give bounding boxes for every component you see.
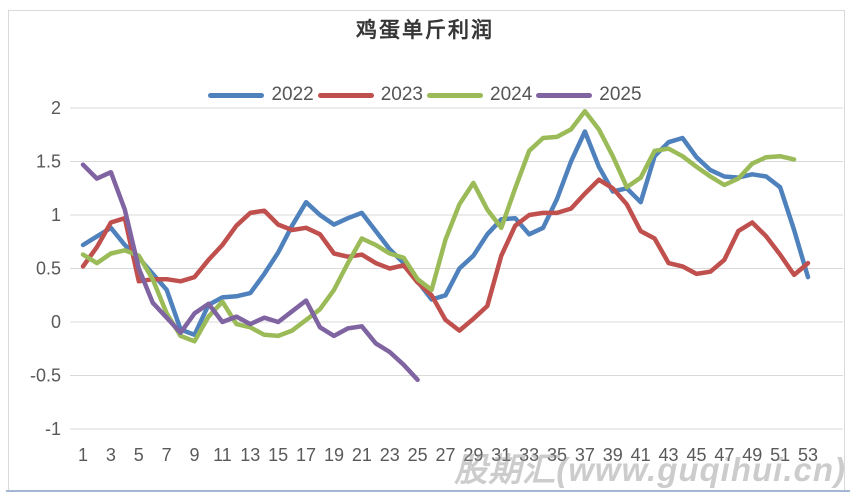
x-tick-label: 7: [162, 445, 172, 465]
x-tick-label: 45: [686, 445, 706, 465]
y-tick-label: 1.5: [36, 152, 61, 172]
page-title: 鸡蛋单斤利润: [356, 18, 494, 42]
legend-swatch-2024: [427, 92, 483, 98]
y-tick-label: -1: [45, 419, 61, 439]
x-tick-label: 27: [435, 445, 455, 465]
legend-swatch-2022: [208, 92, 265, 98]
legend-label-2023: 2023: [380, 84, 423, 105]
y-tick-label: 0: [51, 312, 61, 332]
x-tick-label: 47: [714, 445, 734, 465]
legend-swatch-2023: [317, 92, 374, 98]
x-tick-label: 21: [352, 445, 372, 465]
series-line-2022: [80, 129, 811, 338]
x-tick-label: 43: [659, 445, 679, 465]
watermark: 股期汇(www.guqihui.cn): [454, 451, 846, 488]
legend-item-2022: 2022: [208, 84, 314, 106]
x-tick-label: 23: [380, 445, 400, 465]
x-tick-label: 29: [463, 445, 483, 465]
legend-label-2024: 2024: [490, 84, 533, 105]
legend-item-2025: 2025: [536, 84, 642, 106]
x-tick-label: 25: [408, 445, 428, 465]
y-tick-label: 0.5: [36, 259, 61, 279]
x-tick-label: 51: [770, 445, 790, 465]
x-tick-label: 17: [296, 445, 316, 465]
legend-item-2024: 2024: [427, 84, 532, 106]
chart-legend: 2022 2023 2024 2025: [0, 84, 850, 106]
series-line-2024: [80, 108, 797, 344]
x-tick-label: 9: [190, 445, 200, 465]
x-tick-label: 37: [575, 445, 595, 465]
x-tick-label: 11: [213, 445, 232, 465]
x-tick-label: 3: [106, 445, 116, 465]
series-line-2023: [80, 177, 811, 333]
legend-item-2023: 2023: [317, 84, 423, 106]
x-tick-label: 49: [742, 445, 762, 465]
y-tick-label: -0.5: [30, 366, 61, 386]
x-tick-label: 35: [547, 445, 567, 465]
legend-label-2025: 2025: [599, 84, 642, 105]
series-line-2025: [80, 162, 420, 383]
y-tick-label: 2: [51, 98, 61, 118]
x-tick-label: 19: [324, 445, 344, 465]
x-tick-label: 13: [240, 445, 260, 465]
x-tick-label: 39: [603, 445, 623, 465]
x-tick-label: 1: [78, 445, 88, 465]
x-tick-label: 5: [134, 445, 144, 465]
legend-label-2022: 2022: [271, 84, 314, 105]
x-tick-label: 31: [491, 445, 511, 465]
x-tick-label: 53: [798, 445, 818, 465]
legend-swatch-2025: [536, 92, 593, 98]
x-tick-label: 33: [519, 445, 539, 465]
x-tick-label: 41: [631, 445, 651, 465]
y-tick-label: 1: [51, 205, 61, 225]
x-tick-label: 15: [268, 445, 288, 465]
